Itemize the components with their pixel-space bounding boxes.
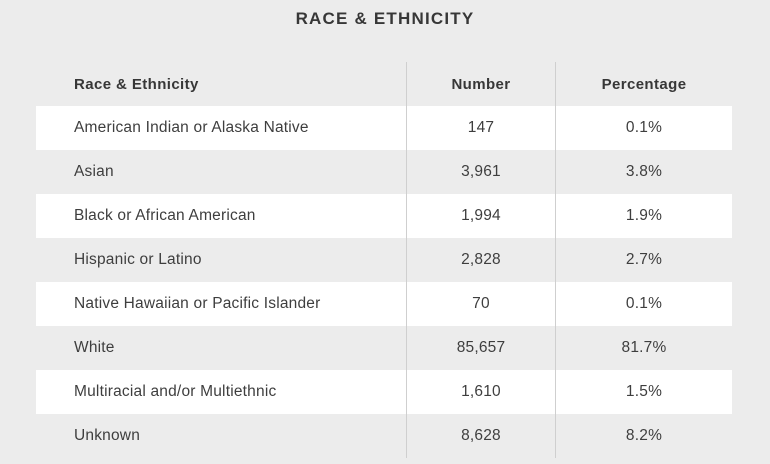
table-row: Multiracial and/or Multiethnic 1,610 1.5… xyxy=(36,370,732,414)
number-cell: 1,994 xyxy=(406,194,556,238)
header-percentage: Percentage xyxy=(601,75,687,93)
table-row: Black or African American 1,994 1.9% xyxy=(36,194,732,238)
header-number: Number xyxy=(406,62,556,106)
table-row: Native Hawaiian or Pacific Islander 70 0… xyxy=(36,282,732,326)
table-row: American Indian or Alaska Native 147 0.1… xyxy=(36,106,732,150)
table-row: Unknown 8,628 8.2% xyxy=(36,414,732,458)
number-cell: 2,828 xyxy=(406,238,556,282)
race-label-cell: Unknown xyxy=(74,427,141,444)
percentage-cell: 81.7% xyxy=(621,339,667,356)
race-label-cell: Black or African American xyxy=(74,207,256,224)
percentage-cell: 3.8% xyxy=(625,163,663,180)
header-race-ethnicity: Race & Ethnicity xyxy=(74,75,199,93)
percentage-cell: 2.7% xyxy=(625,251,663,268)
race-label-cell: Asian xyxy=(74,163,114,180)
number-cell: 1,610 xyxy=(406,370,556,414)
race-label-cell: American Indian or Alaska Native xyxy=(74,119,309,136)
race-ethnicity-table: Race & Ethnicity Number Percentage Ameri… xyxy=(36,62,732,458)
percentage-cell: 1.9% xyxy=(625,207,663,224)
percentage-cell: 0.1% xyxy=(625,295,663,312)
race-label-cell: Multiracial and/or Multiethnic xyxy=(74,383,277,400)
race-label-cell: White xyxy=(74,339,115,356)
page-title: RACE & ETHNICITY xyxy=(295,9,475,28)
number-cell: 3,961 xyxy=(406,150,556,194)
table-row: Asian 3,961 3.8% xyxy=(36,150,732,194)
table-header-row: Race & Ethnicity Number Percentage xyxy=(36,62,732,106)
number-cell: 147 xyxy=(406,106,556,150)
race-label-cell: Native Hawaiian or Pacific Islander xyxy=(74,295,321,312)
race-label-cell: Hispanic or Latino xyxy=(74,251,202,268)
percentage-cell: 8.2% xyxy=(625,427,663,444)
number-cell: 85,657 xyxy=(406,326,556,370)
number-cell: 8,628 xyxy=(406,414,556,458)
percentage-cell: 0.1% xyxy=(625,119,663,136)
percentage-cell: 1.5% xyxy=(625,383,663,400)
table-row: White 85,657 81.7% xyxy=(36,326,732,370)
number-cell: 70 xyxy=(406,282,556,326)
table-row: Hispanic or Latino 2,828 2.7% xyxy=(36,238,732,282)
